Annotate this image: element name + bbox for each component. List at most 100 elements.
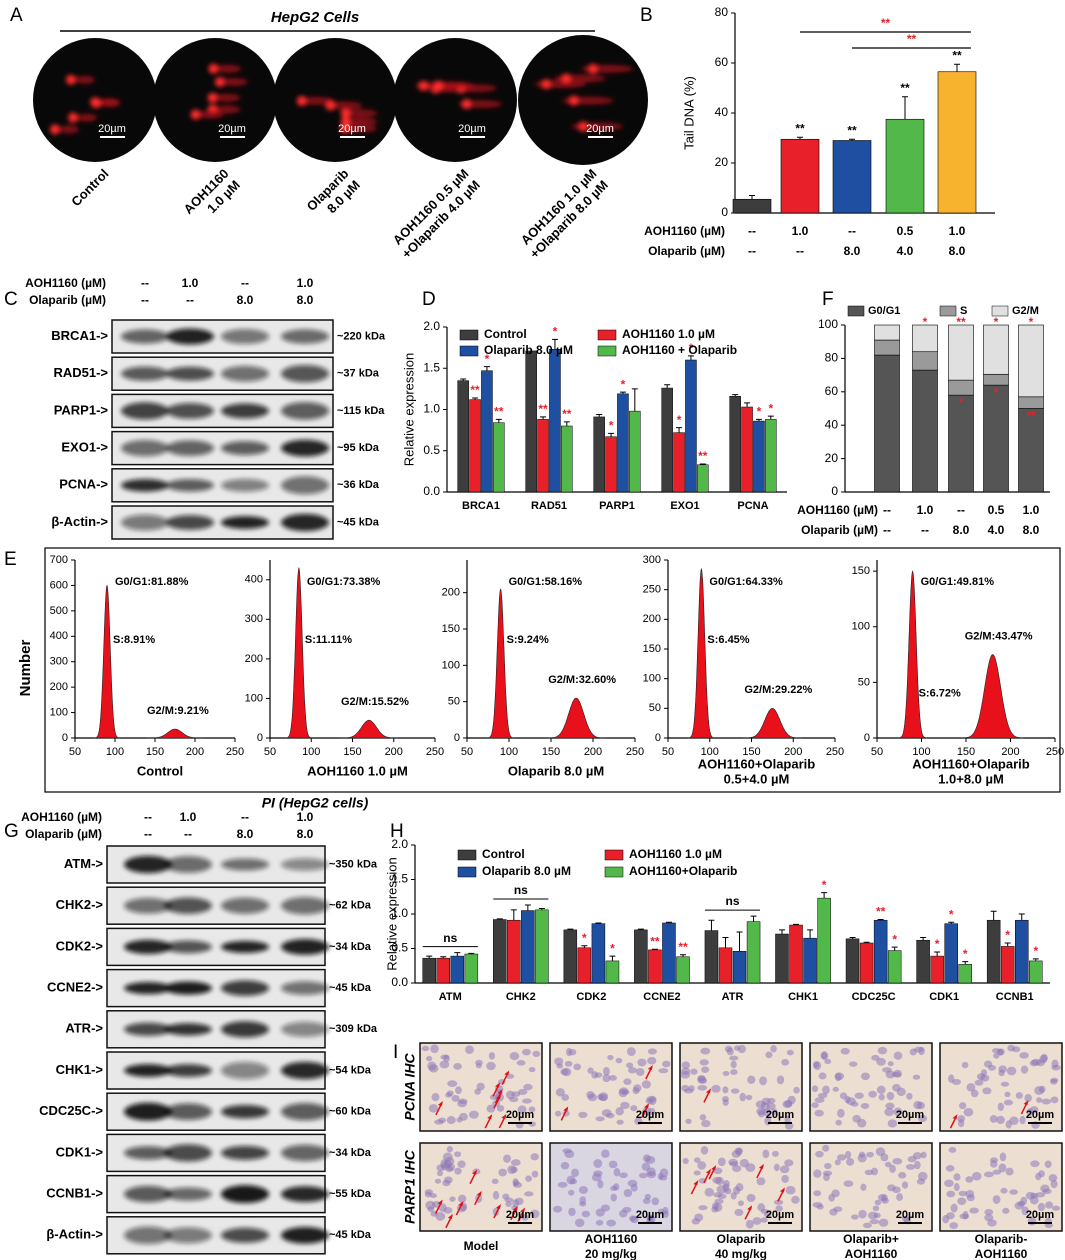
ihc-cell <box>591 1173 602 1182</box>
ihc-cell <box>505 1201 512 1207</box>
scale-text: 20µm <box>506 1209 535 1221</box>
ihc-cell <box>966 1083 976 1092</box>
blot-band <box>281 1061 329 1080</box>
ihc-cell <box>762 1149 770 1159</box>
bar <box>593 416 605 493</box>
blot-band <box>124 1185 172 1203</box>
bar <box>732 951 747 984</box>
bar-segment <box>874 324 900 341</box>
blot-band <box>221 858 269 871</box>
y-tick-label: 0 <box>62 732 68 744</box>
error-bar <box>468 952 475 955</box>
blot-band <box>281 1103 329 1121</box>
bar <box>537 419 549 493</box>
ihc-cell <box>892 1083 901 1092</box>
ihc-cell <box>556 1063 564 1069</box>
blot-bands <box>124 938 329 955</box>
bar <box>741 406 753 493</box>
blot-bands <box>121 439 329 457</box>
ihc-cell <box>560 1068 569 1076</box>
blot-band <box>166 402 214 419</box>
cell-cycle-peak <box>742 707 803 739</box>
ihc-cell <box>1044 1160 1052 1169</box>
ihc-cell <box>781 1058 790 1066</box>
ihc-cell <box>475 1063 482 1069</box>
ihc-cell <box>824 1058 832 1064</box>
blot-size: ~220 kDa <box>337 330 386 342</box>
ihc-cell <box>496 1105 505 1112</box>
blot-header: AOH1160 (µM) <box>21 810 102 824</box>
comet-tail <box>77 113 98 122</box>
y-tick-label: 1.0 <box>391 906 408 920</box>
legend-label: Olaparib 8.0 µM <box>482 864 571 878</box>
bar <box>507 919 521 984</box>
legend-label: Control <box>484 327 527 341</box>
bar <box>817 897 831 984</box>
bar <box>549 349 561 493</box>
blot-band <box>166 328 214 345</box>
significance: * <box>949 907 954 921</box>
ihc-cell <box>844 1151 852 1159</box>
y-tick-label: 0 <box>257 732 263 744</box>
ihc-cell <box>722 1070 730 1077</box>
blot-band <box>121 439 169 457</box>
table-value: -- <box>883 523 891 537</box>
error-bar <box>877 919 884 921</box>
blot-band <box>281 364 329 383</box>
ihc-cell <box>637 1058 647 1067</box>
y-tick-label: 50 <box>448 696 460 708</box>
ihc-cell <box>593 1159 603 1168</box>
y-tick-label: 100 <box>818 317 838 331</box>
ihc-cell <box>887 1119 898 1128</box>
y-tick-label: 100 <box>50 706 68 718</box>
ihc-cell <box>455 1086 462 1095</box>
ihc-cell <box>722 1086 729 1094</box>
blot-band <box>221 1185 269 1204</box>
bar <box>605 436 617 493</box>
bar <box>634 929 648 984</box>
ihc-cell <box>961 1061 969 1069</box>
ihc-cell <box>627 1179 638 1187</box>
x-tick-label: CDC25C <box>852 991 896 1003</box>
flow-label: 0.5+4.0 µM <box>724 771 790 786</box>
ihc-cell <box>1020 1065 1029 1074</box>
blot-band <box>164 1227 212 1244</box>
ihc-cell <box>1045 1201 1054 1209</box>
phase-annotation: G2/M:32.60% <box>548 674 616 686</box>
blot-bands <box>124 1144 329 1162</box>
ihc-cell <box>693 1157 701 1163</box>
comet-head <box>587 63 598 74</box>
ihc-cell <box>814 1109 824 1117</box>
blot-size: ~55 kDa <box>329 1188 372 1200</box>
ihc-cell <box>608 1160 618 1169</box>
comet-title: HepG2 Cells <box>271 9 359 26</box>
bar <box>662 922 676 984</box>
error-bar <box>793 923 800 926</box>
ihc-cell <box>594 1072 603 1078</box>
ihc-cell <box>607 1054 614 1061</box>
comet-head <box>461 99 472 110</box>
comet-cells <box>296 95 378 134</box>
ihc-cell <box>756 1177 766 1186</box>
phase-annotation: G2/M:15.52% <box>341 696 409 708</box>
blot-band <box>164 897 212 914</box>
bar-segment <box>874 339 900 356</box>
ihc-cell <box>525 1175 533 1182</box>
ihc-cell <box>1000 1187 1008 1194</box>
blot-band <box>281 1226 329 1244</box>
comet-head <box>561 73 572 84</box>
error-bar <box>1004 942 1011 947</box>
error-bar <box>581 945 588 948</box>
cell-cycle-peak <box>146 728 204 739</box>
blot-band <box>221 1227 269 1243</box>
ihc-cell <box>869 1219 880 1225</box>
blot-band <box>124 897 172 914</box>
ihc-cell <box>512 1178 519 1187</box>
ihc-cell <box>574 1218 585 1228</box>
significance: ** <box>538 402 548 416</box>
ihc-cell <box>745 1094 753 1101</box>
table-label: AOH1160 (µM) <box>797 503 878 517</box>
ihc-cell <box>1002 1207 1010 1214</box>
ihc-arrow-head <box>437 1100 443 1106</box>
